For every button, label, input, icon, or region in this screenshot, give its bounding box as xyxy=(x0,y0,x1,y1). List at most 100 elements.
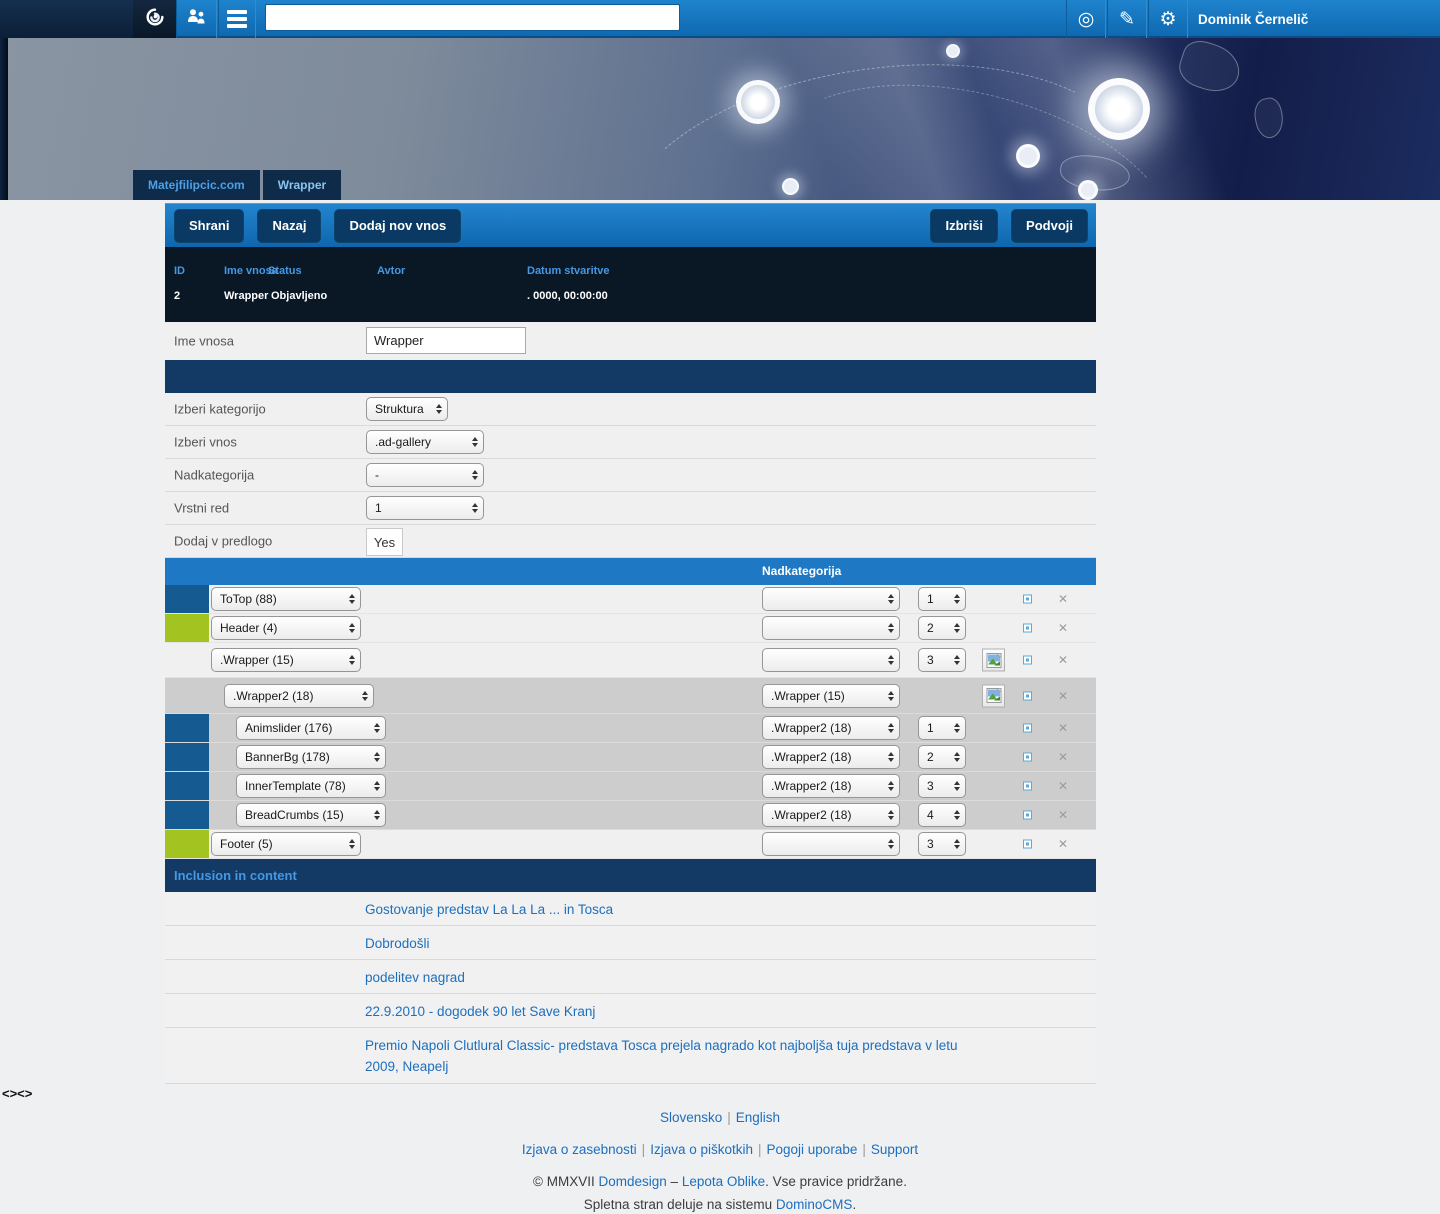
footer-link-privacy[interactable]: Izjava o zasebnosti xyxy=(521,1142,637,1158)
glow-node-graphic xyxy=(782,178,799,195)
row-order-select[interactable]: 2 xyxy=(918,616,966,640)
row-category-select[interactable]: ToTop (88) xyxy=(211,587,361,611)
menu-button[interactable] xyxy=(218,0,256,38)
popup-icon[interactable] xyxy=(1023,655,1032,665)
image-icon[interactable] xyxy=(982,684,1005,707)
row-category-select[interactable]: BannerBg (178) xyxy=(236,745,386,769)
remove-icon[interactable]: ✕ xyxy=(1058,808,1069,822)
row-order-select[interactable]: 3 xyxy=(918,774,966,798)
inclusion-link[interactable]: Dobrodošli xyxy=(365,936,430,951)
col-name: Ime vnosa xyxy=(224,265,278,277)
entry-name-row: Ime vnosa xyxy=(165,322,1096,360)
row-category-select[interactable]: InnerTemplate (78) xyxy=(236,774,386,798)
glow-node-graphic xyxy=(1016,144,1040,168)
row-parent-select[interactable] xyxy=(762,648,900,672)
pencil-icon: ✎ xyxy=(1119,8,1135,30)
inclusion-row: podelitev nagrad xyxy=(165,960,1096,994)
row-category-select[interactable]: .Wrapper2 (18) xyxy=(224,683,374,708)
language-link-english[interactable]: English xyxy=(735,1110,781,1125)
image-icon[interactable] xyxy=(982,648,1005,672)
remove-icon[interactable]: ✕ xyxy=(1058,837,1069,851)
users-button[interactable] xyxy=(176,0,217,38)
save-button[interactable]: Shrani xyxy=(174,208,245,243)
footer-link-terms[interactable]: Pogoji uporabe xyxy=(766,1142,858,1158)
popup-icon[interactable] xyxy=(1023,781,1032,791)
delete-button[interactable]: Izbriši xyxy=(930,208,999,243)
remove-icon[interactable]: ✕ xyxy=(1058,750,1069,764)
parent-category-select[interactable]: - xyxy=(366,463,484,487)
duplicate-button[interactable]: Podvoji xyxy=(1011,208,1088,243)
domdesign-link[interactable]: Domdesign xyxy=(598,1174,667,1190)
remove-icon[interactable]: ✕ xyxy=(1058,621,1069,635)
row-parent-select[interactable]: .Wrapper2 (18) xyxy=(762,745,900,769)
select-arrows-icon xyxy=(954,781,960,791)
inclusion-row: Premio Napoli Clutlural Classic- predsta… xyxy=(165,1028,1096,1084)
row-parent-select[interactable]: .Wrapper2 (18) xyxy=(762,803,900,827)
tab-site[interactable]: Matejfilipcic.com xyxy=(133,170,260,200)
back-button[interactable]: Nazaj xyxy=(257,208,322,243)
footer-link-cookies[interactable]: Izjava o piškotkih xyxy=(650,1142,753,1158)
row-parent-select[interactable] xyxy=(762,616,900,640)
row-order-select[interactable]: 3 xyxy=(918,832,966,856)
row-order-select[interactable]: 2 xyxy=(918,745,966,769)
language-link-slovensko[interactable]: Slovensko xyxy=(659,1110,723,1125)
settings-button[interactable]: ⚙ xyxy=(1148,0,1188,38)
category-select[interactable]: Struktura xyxy=(366,397,448,421)
section-divider-bar xyxy=(165,360,1096,393)
inclusion-link[interactable]: Gostovanje predstav La La La ... in Tosc… xyxy=(365,902,614,917)
row-parent-select[interactable]: .Wrapper2 (18) xyxy=(762,716,900,740)
row-parent-select[interactable]: .Wrapper (15) xyxy=(762,683,900,708)
nadkategorija-header-label: Nadkategorija xyxy=(762,564,842,578)
row-parent-select[interactable]: .Wrapper2 (18) xyxy=(762,774,900,798)
entry-name-input[interactable] xyxy=(366,327,526,354)
top-bar: ◎ ✎ ⚙ Dominik Černelič xyxy=(0,0,1440,38)
copyright-line: © MMXVII Domdesign – Lepota Oblike. Vse … xyxy=(0,1173,1440,1191)
popup-icon[interactable] xyxy=(1023,691,1032,700)
row-category-select[interactable]: .Wrapper (15) xyxy=(211,648,361,672)
select-arrows-icon xyxy=(888,723,894,733)
row-order-select[interactable]: 4 xyxy=(918,803,966,827)
user-name[interactable]: Dominik Černelič xyxy=(1198,11,1309,27)
dominocms-link[interactable]: DominoCMS xyxy=(775,1196,853,1212)
add-entry-button[interactable]: Dodaj nov vnos xyxy=(334,208,462,243)
footer-link-support[interactable]: Support xyxy=(870,1142,919,1158)
popup-icon[interactable] xyxy=(1023,810,1032,820)
remove-icon[interactable]: ✕ xyxy=(1058,653,1069,667)
template-toggle-button[interactable]: Yes xyxy=(366,528,403,556)
inclusion-link[interactable]: podelitev nagrad xyxy=(365,970,465,985)
inclusion-link[interactable]: 22.9.2010 - dogodek 90 let Save Kranj xyxy=(365,1004,596,1019)
row-category-select[interactable]: Header (4) xyxy=(211,616,361,640)
select-arrows-icon xyxy=(349,839,355,849)
select-arrows-icon xyxy=(472,437,478,447)
remove-icon[interactable]: ✕ xyxy=(1058,721,1069,735)
popup-icon[interactable] xyxy=(1023,839,1032,849)
category-table-row: Header (4) 2 ✕ xyxy=(165,614,1096,643)
entry-meta-row: 2 Wrapper Objavljeno . 0000, 00:00:00 xyxy=(165,285,1096,310)
select-arrows-icon xyxy=(888,690,894,701)
row-parent-select[interactable] xyxy=(762,832,900,856)
row-order-select[interactable]: 1 xyxy=(918,587,966,611)
remove-icon[interactable]: ✕ xyxy=(1058,779,1069,793)
row-parent-select[interactable] xyxy=(762,587,900,611)
popup-icon[interactable] xyxy=(1023,594,1032,604)
edit-button[interactable]: ✎ xyxy=(1107,0,1147,38)
row-order-select[interactable]: 3 xyxy=(918,648,966,672)
separator: | xyxy=(862,1142,866,1158)
remove-icon[interactable]: ✕ xyxy=(1058,592,1069,606)
app-logo[interactable] xyxy=(133,0,176,38)
row-category-select[interactable]: Footer (5) xyxy=(211,832,361,856)
popup-icon[interactable] xyxy=(1023,752,1032,762)
entry-select[interactable]: .ad-gallery xyxy=(366,430,484,454)
live-view-button[interactable]: ◎ xyxy=(1066,0,1106,38)
inclusion-link[interactable]: Premio Napoli Clutlural Classic- predsta… xyxy=(365,1038,958,1074)
row-order-select[interactable]: 1 xyxy=(918,716,966,740)
popup-icon[interactable] xyxy=(1023,623,1032,633)
row-category-select[interactable]: Animslider (176) xyxy=(236,716,386,740)
remove-icon[interactable]: ✕ xyxy=(1058,688,1069,703)
popup-icon[interactable] xyxy=(1023,723,1032,733)
row-category-select[interactable]: BreadCrumbs (15) xyxy=(236,803,386,827)
order-select[interactable]: 1 xyxy=(366,496,484,520)
lepota-oblike-link[interactable]: Lepota Oblike xyxy=(681,1174,766,1190)
tab-wrapper[interactable]: Wrapper xyxy=(262,170,342,200)
search-input[interactable] xyxy=(265,4,680,31)
